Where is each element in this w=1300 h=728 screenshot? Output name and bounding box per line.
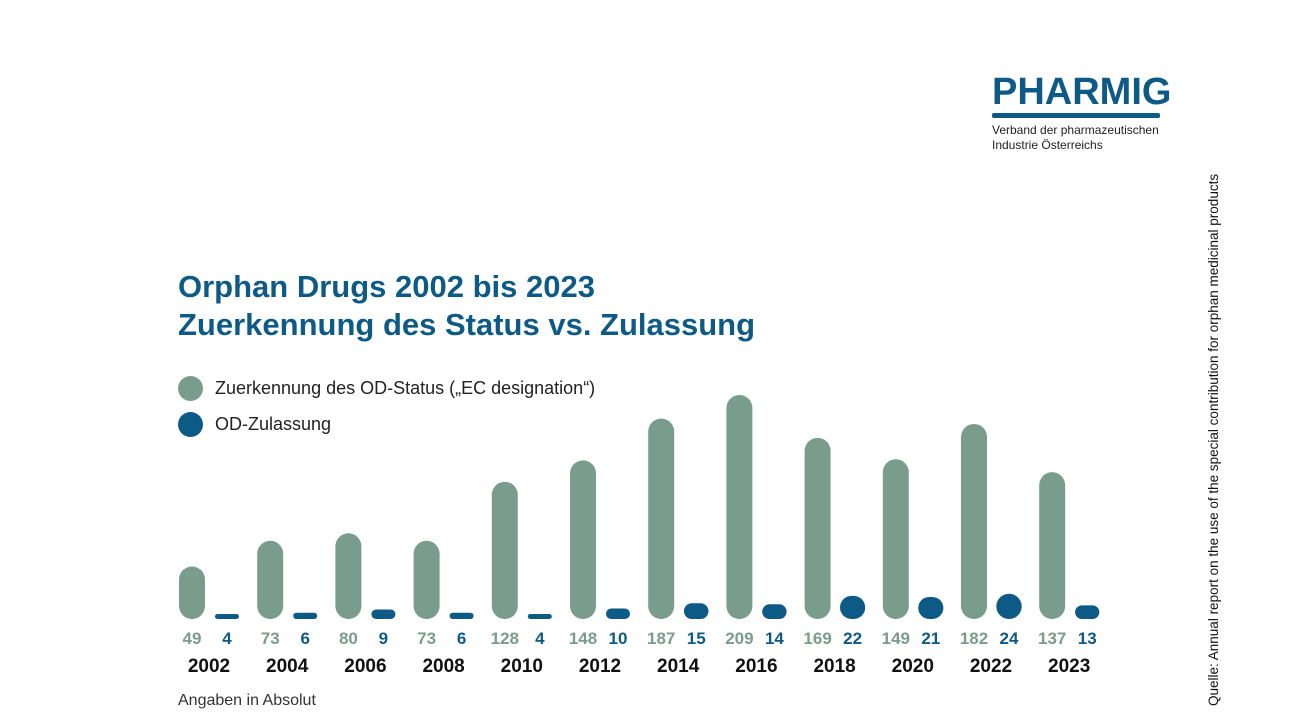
year-label-2008: 2008 xyxy=(422,656,464,677)
year-label-2016: 2016 xyxy=(735,656,777,677)
value-label-status-2014: 187 xyxy=(647,629,675,648)
chart-title: Orphan Drugs 2002 bis 2023 Zuerkennung d… xyxy=(178,268,755,344)
chart-title-line2: Zuerkennung des Status vs. Zulassung xyxy=(178,307,756,342)
bar-status-2002 xyxy=(179,566,205,619)
chart-title-line1: Orphan Drugs 2002 bis 2023 xyxy=(178,269,595,304)
year-label-2020: 2020 xyxy=(892,656,934,677)
bar-status-2010 xyxy=(491,481,518,619)
value-label-approval-2022: 24 xyxy=(1000,629,1019,648)
value-label-status-2012: 148 xyxy=(569,629,597,648)
logo-wordmark: PHARMIG xyxy=(992,71,1172,113)
value-label-status-2018: 169 xyxy=(803,629,831,648)
bar-status-2016 xyxy=(726,395,753,619)
legend-swatch-approval xyxy=(178,411,203,437)
value-label-status-2020: 149 xyxy=(882,629,910,648)
bar-approval-2002 xyxy=(215,614,239,619)
value-label-approval-2008: 6 xyxy=(457,629,466,648)
value-label-status-2008: 73 xyxy=(417,629,436,648)
legend-item-status: Zuerkennung des OD-Status („EC designati… xyxy=(178,370,595,406)
value-label-approval-2014: 15 xyxy=(687,629,706,648)
bar-status-2022 xyxy=(961,423,987,619)
logo-subtitle-line1: Verband der pharmazeutischen xyxy=(992,123,1159,137)
value-label-approval-2020: 21 xyxy=(921,629,940,648)
bar-status-2014 xyxy=(648,418,675,619)
value-label-approval-2006: 9 xyxy=(379,629,388,648)
value-label-status-2002: 49 xyxy=(183,629,202,648)
bar-approval-2012 xyxy=(606,608,630,619)
bar-approval-2006 xyxy=(371,609,396,619)
bar-status-2008 xyxy=(413,540,440,619)
value-label-approval-2016: 14 xyxy=(765,629,784,648)
chart-legend: Zuerkennung des OD-Status („EC designati… xyxy=(178,370,595,442)
legend-label-approval: OD-Zulassung xyxy=(215,413,332,434)
bar-approval-2022 xyxy=(996,593,1022,619)
year-label-2014: 2014 xyxy=(657,656,700,677)
value-label-approval-2023: 13 xyxy=(1078,629,1097,648)
legend-swatch-status xyxy=(178,375,203,401)
bar-approval-2008 xyxy=(449,612,474,619)
bar-approval-2014 xyxy=(683,603,709,619)
bar-approval-2023 xyxy=(1075,605,1100,619)
logo-underline xyxy=(992,113,1160,118)
value-label-approval-2010: 4 xyxy=(535,629,545,648)
year-label-2006: 2006 xyxy=(344,656,386,677)
bar-approval-2010 xyxy=(527,614,552,619)
source-note: Quelle: Annual report on the use of the … xyxy=(1206,173,1221,706)
legend-label-status: Zuerkennung des OD-Status („EC designati… xyxy=(215,377,596,398)
logo-subtitle: Verband der pharmazeutischen Industrie Ö… xyxy=(992,123,1172,153)
bar-status-2023 xyxy=(1039,472,1066,619)
value-label-status-2022: 182 xyxy=(960,629,988,648)
value-label-status-2016: 209 xyxy=(725,629,753,648)
footnote: Angaben in Absolut xyxy=(178,692,316,709)
bar-approval-2020 xyxy=(918,596,944,619)
year-label-2012: 2012 xyxy=(579,656,621,677)
value-label-status-2004: 73 xyxy=(261,629,280,648)
bar-approval-2018 xyxy=(840,595,866,619)
value-label-approval-2002: 4 xyxy=(222,629,232,648)
bar-status-2004 xyxy=(257,540,284,619)
value-label-approval-2012: 10 xyxy=(609,629,628,648)
bar-status-2018 xyxy=(804,437,831,619)
bar-status-2020 xyxy=(882,459,909,619)
year-label-2022: 2022 xyxy=(970,656,1012,677)
bar-status-2006 xyxy=(335,533,362,619)
value-label-status-2023: 137 xyxy=(1038,629,1066,648)
logo-subtitle-line2: Industrie Österreichs xyxy=(992,138,1103,152)
value-label-approval-2004: 6 xyxy=(300,629,309,648)
year-label-2004: 2004 xyxy=(266,656,309,677)
pharmig-logo: PHARMIG Verband der pharmazeutischen Ind… xyxy=(992,72,1172,153)
value-label-approval-2018: 22 xyxy=(843,629,862,648)
year-label-2023: 2023 xyxy=(1048,656,1090,677)
value-label-status-2006: 80 xyxy=(339,629,358,648)
bar-status-2012 xyxy=(570,460,596,619)
bar-approval-2004 xyxy=(293,612,318,619)
legend-item-approval: OD-Zulassung xyxy=(178,406,595,442)
year-label-2010: 2010 xyxy=(501,656,543,677)
year-label-2018: 2018 xyxy=(813,656,855,677)
bar-approval-2016 xyxy=(762,604,787,619)
value-label-status-2010: 128 xyxy=(491,629,519,648)
bar-chart: 49 4 2002 73 6 2004 80 9 2006 73 6 2008 128 4 2010 148 1… xyxy=(179,395,1100,677)
year-label-2002: 2002 xyxy=(188,656,230,677)
